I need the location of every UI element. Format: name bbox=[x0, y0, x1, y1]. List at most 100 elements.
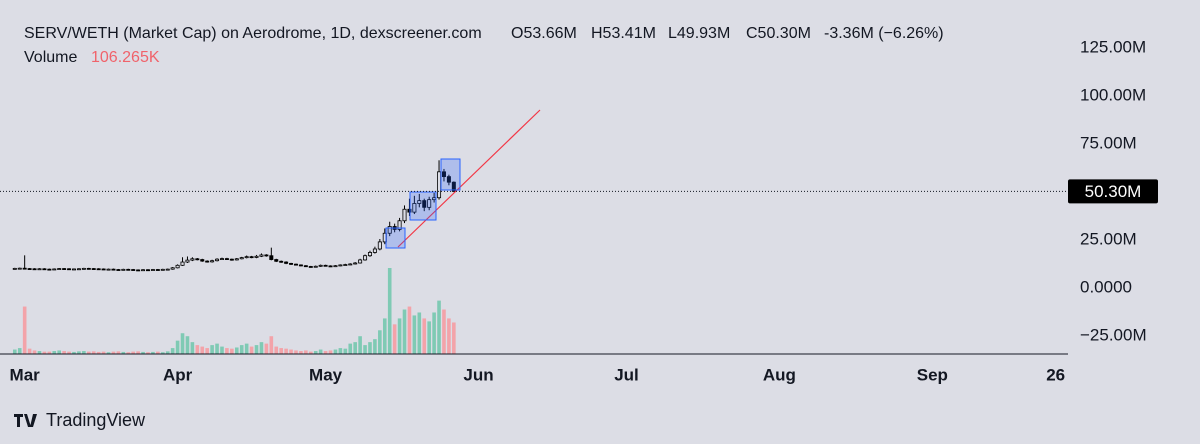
volume-bar bbox=[234, 347, 239, 354]
candle-body bbox=[437, 171, 442, 199]
candle-body bbox=[234, 258, 239, 261]
volume-bar bbox=[12, 349, 17, 354]
volume-bar bbox=[165, 351, 170, 354]
brand-logo bbox=[14, 414, 37, 427]
candle-body bbox=[244, 256, 249, 259]
volume-bar bbox=[387, 268, 392, 354]
highlight-box bbox=[385, 227, 406, 249]
x-tick-label: May bbox=[309, 365, 343, 384]
candle-body bbox=[387, 226, 392, 234]
candle-body bbox=[126, 268, 131, 271]
candle-body bbox=[136, 269, 141, 272]
candle-body bbox=[22, 267, 27, 270]
volume-bar bbox=[358, 336, 362, 354]
candle-body bbox=[101, 268, 106, 271]
candle-body bbox=[254, 255, 259, 258]
candle-body bbox=[27, 268, 32, 270]
y-tick-label: 100.00M bbox=[1080, 85, 1146, 104]
candle-body bbox=[165, 268, 170, 271]
volume-bar bbox=[392, 324, 397, 354]
volume-bar bbox=[313, 351, 318, 354]
volume-bar bbox=[289, 349, 293, 354]
volume-bar bbox=[180, 333, 185, 354]
ohlc-open: O53.66M bbox=[511, 25, 577, 42]
candle-body bbox=[205, 260, 210, 263]
volume-bar bbox=[452, 322, 456, 354]
volume-bar bbox=[308, 351, 313, 354]
x-tick-label: Apr bbox=[163, 365, 193, 384]
last-price-label: 50.30M bbox=[1085, 182, 1142, 201]
candle-body bbox=[180, 261, 185, 266]
volume-bar bbox=[175, 340, 180, 354]
candle-body bbox=[37, 268, 42, 271]
candle-body bbox=[308, 266, 313, 268]
candle-body bbox=[96, 268, 101, 271]
candle-body bbox=[219, 258, 224, 260]
volume-bar bbox=[402, 309, 407, 354]
volume-bar bbox=[27, 348, 32, 354]
candle-body bbox=[353, 262, 358, 265]
candle-body bbox=[427, 199, 432, 208]
candle-body bbox=[32, 268, 37, 271]
volume-bar bbox=[121, 351, 126, 354]
volume-bar bbox=[328, 350, 333, 354]
volume-bar bbox=[67, 351, 71, 354]
candle-body bbox=[195, 258, 200, 261]
candle-body bbox=[298, 264, 303, 267]
candle-body bbox=[303, 265, 308, 268]
volume-bar bbox=[299, 351, 303, 354]
candle-body bbox=[279, 260, 284, 263]
volume-bar bbox=[151, 351, 155, 354]
volume-bar bbox=[244, 343, 249, 354]
candle-body bbox=[407, 208, 412, 213]
candle-body bbox=[145, 269, 150, 272]
ohlc-high: H53.41M bbox=[591, 25, 656, 42]
ohlc-low: L49.93M bbox=[668, 25, 730, 42]
candle-body bbox=[17, 267, 22, 270]
volume-bar bbox=[382, 318, 387, 354]
candle-body bbox=[160, 268, 165, 271]
volume-bar bbox=[86, 351, 91, 354]
volume-bar bbox=[111, 351, 116, 354]
trend-line bbox=[397, 109, 541, 248]
candle-body bbox=[141, 269, 146, 272]
candle-body bbox=[338, 264, 343, 267]
candle-body bbox=[215, 258, 220, 262]
candle-body bbox=[175, 264, 180, 269]
volume-bar bbox=[32, 350, 37, 354]
volume-bar bbox=[225, 348, 229, 354]
volume-bar bbox=[368, 342, 372, 354]
candle-body bbox=[76, 268, 81, 271]
candle-body bbox=[47, 268, 52, 271]
candle-body bbox=[155, 269, 160, 271]
candle-body bbox=[289, 262, 294, 265]
volume-bar bbox=[126, 352, 131, 354]
volume-bar bbox=[22, 306, 27, 354]
y-tick-label: 125.00M bbox=[1080, 37, 1146, 56]
candle-body bbox=[348, 263, 353, 266]
candle-body bbox=[441, 171, 446, 178]
volume-bar bbox=[101, 351, 106, 354]
volume-bar bbox=[82, 351, 86, 354]
volume-legend: Volume bbox=[24, 49, 77, 66]
candle-body bbox=[150, 269, 155, 271]
volume-bar bbox=[338, 348, 343, 354]
highlight-box bbox=[409, 191, 437, 221]
y-tick-label: 75.00M bbox=[1080, 133, 1137, 152]
volume-bar bbox=[422, 318, 427, 354]
candle-body bbox=[313, 265, 318, 268]
candle-body bbox=[52, 268, 57, 271]
volume-value: 106.265K bbox=[91, 49, 160, 66]
volume-bar bbox=[378, 330, 382, 354]
volume-bar bbox=[141, 351, 145, 354]
candle-body bbox=[121, 268, 126, 271]
candle-body bbox=[417, 200, 422, 204]
x-tick-label: Mar bbox=[10, 365, 41, 384]
x-tick-label: Sep bbox=[917, 365, 948, 384]
candle-body bbox=[12, 267, 17, 270]
volume-bar bbox=[254, 345, 259, 354]
y-tick-label: −25.00M bbox=[1080, 325, 1147, 344]
volume-bar bbox=[37, 351, 42, 354]
volume-bar bbox=[185, 336, 190, 354]
